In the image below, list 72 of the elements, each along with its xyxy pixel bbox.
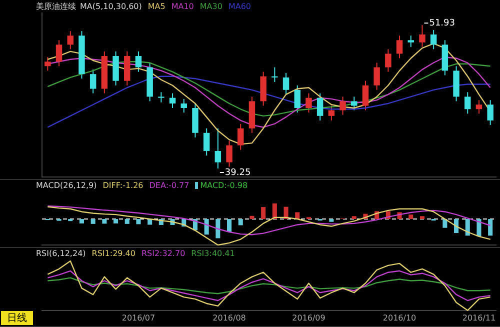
candlestick bbox=[430, 29, 437, 50]
candlestick bbox=[214, 128, 222, 170]
x-tick-label: 2016/07 bbox=[122, 313, 156, 322]
bar bbox=[90, 219, 96, 224]
legend-label: MACD:-0.98 bbox=[199, 181, 248, 190]
candlestick bbox=[226, 140, 232, 168]
candlestick bbox=[306, 92, 312, 114]
candlestick bbox=[294, 84, 300, 114]
text: RSI2:32.70 bbox=[141, 249, 186, 258]
candlestick bbox=[169, 92, 176, 109]
bar bbox=[329, 219, 334, 222]
bar bbox=[102, 219, 107, 224]
text: MA10 bbox=[171, 2, 194, 11]
text: MA60 bbox=[228, 2, 252, 11]
x-tick-label: 2016/11 bbox=[462, 313, 496, 322]
candlestick bbox=[351, 96, 358, 111]
candlestick bbox=[44, 56, 51, 72]
candlestick bbox=[238, 123, 244, 150]
candlestick bbox=[476, 100, 482, 114]
bar bbox=[250, 216, 254, 219]
candlestick bbox=[340, 96, 346, 116]
chart-title: MACD(26,12,9) bbox=[36, 181, 97, 190]
x-tick-label: 2016/09 bbox=[292, 313, 326, 322]
bar bbox=[124, 219, 130, 224]
chart-subtitle: MA(5,10,30,60) bbox=[80, 2, 142, 11]
bar bbox=[295, 212, 300, 219]
text: 日线 bbox=[1, 311, 33, 325]
bar bbox=[420, 216, 424, 219]
candlestick bbox=[408, 35, 414, 48]
candlestick bbox=[272, 66, 278, 82]
annotation: 51.93 bbox=[429, 18, 455, 28]
x-tick-label: 2016/08 bbox=[212, 313, 246, 322]
text: DIFF:-1.26 bbox=[102, 181, 144, 190]
bar bbox=[442, 219, 448, 228]
candlestick bbox=[203, 128, 210, 156]
chart-title: RSI(6,12,24) bbox=[36, 249, 86, 258]
bar bbox=[136, 219, 141, 224]
text: DEA:-0.77 bbox=[149, 181, 190, 190]
candlestick bbox=[282, 72, 290, 95]
x-tick-label: 2016/10 bbox=[382, 313, 416, 322]
text: MA30 bbox=[200, 2, 222, 11]
candlestick bbox=[135, 50, 142, 72]
text: MA5 bbox=[148, 2, 166, 11]
candlestick bbox=[90, 69, 96, 94]
bar bbox=[488, 219, 493, 236]
chart-title: 美原油连续 bbox=[36, 2, 76, 11]
annotation: 39.25 bbox=[224, 168, 251, 178]
candlestick bbox=[56, 40, 62, 67]
candlestick bbox=[487, 100, 494, 126]
candlestick bbox=[316, 92, 324, 121]
text: RSI3:40.41 bbox=[191, 249, 235, 258]
candlestick bbox=[328, 105, 335, 121]
bar bbox=[114, 219, 118, 224]
bar bbox=[408, 214, 414, 219]
bar bbox=[465, 219, 470, 236]
candlestick bbox=[385, 48, 392, 72]
text: RSI1:29.40 bbox=[92, 249, 136, 258]
bar bbox=[79, 219, 84, 224]
candlestick bbox=[396, 35, 403, 59]
candlestick bbox=[464, 92, 471, 114]
bar bbox=[261, 207, 266, 219]
bar bbox=[204, 219, 209, 235]
bar bbox=[227, 219, 232, 232]
candlestick bbox=[158, 92, 164, 103]
bar bbox=[352, 216, 356, 219]
candlestick bbox=[180, 98, 187, 114]
bar bbox=[216, 219, 220, 238]
candlestick bbox=[362, 80, 369, 111]
bar bbox=[272, 203, 277, 219]
candlestick bbox=[67, 30, 74, 50]
candlestick bbox=[374, 62, 380, 90]
bar bbox=[238, 219, 243, 226]
